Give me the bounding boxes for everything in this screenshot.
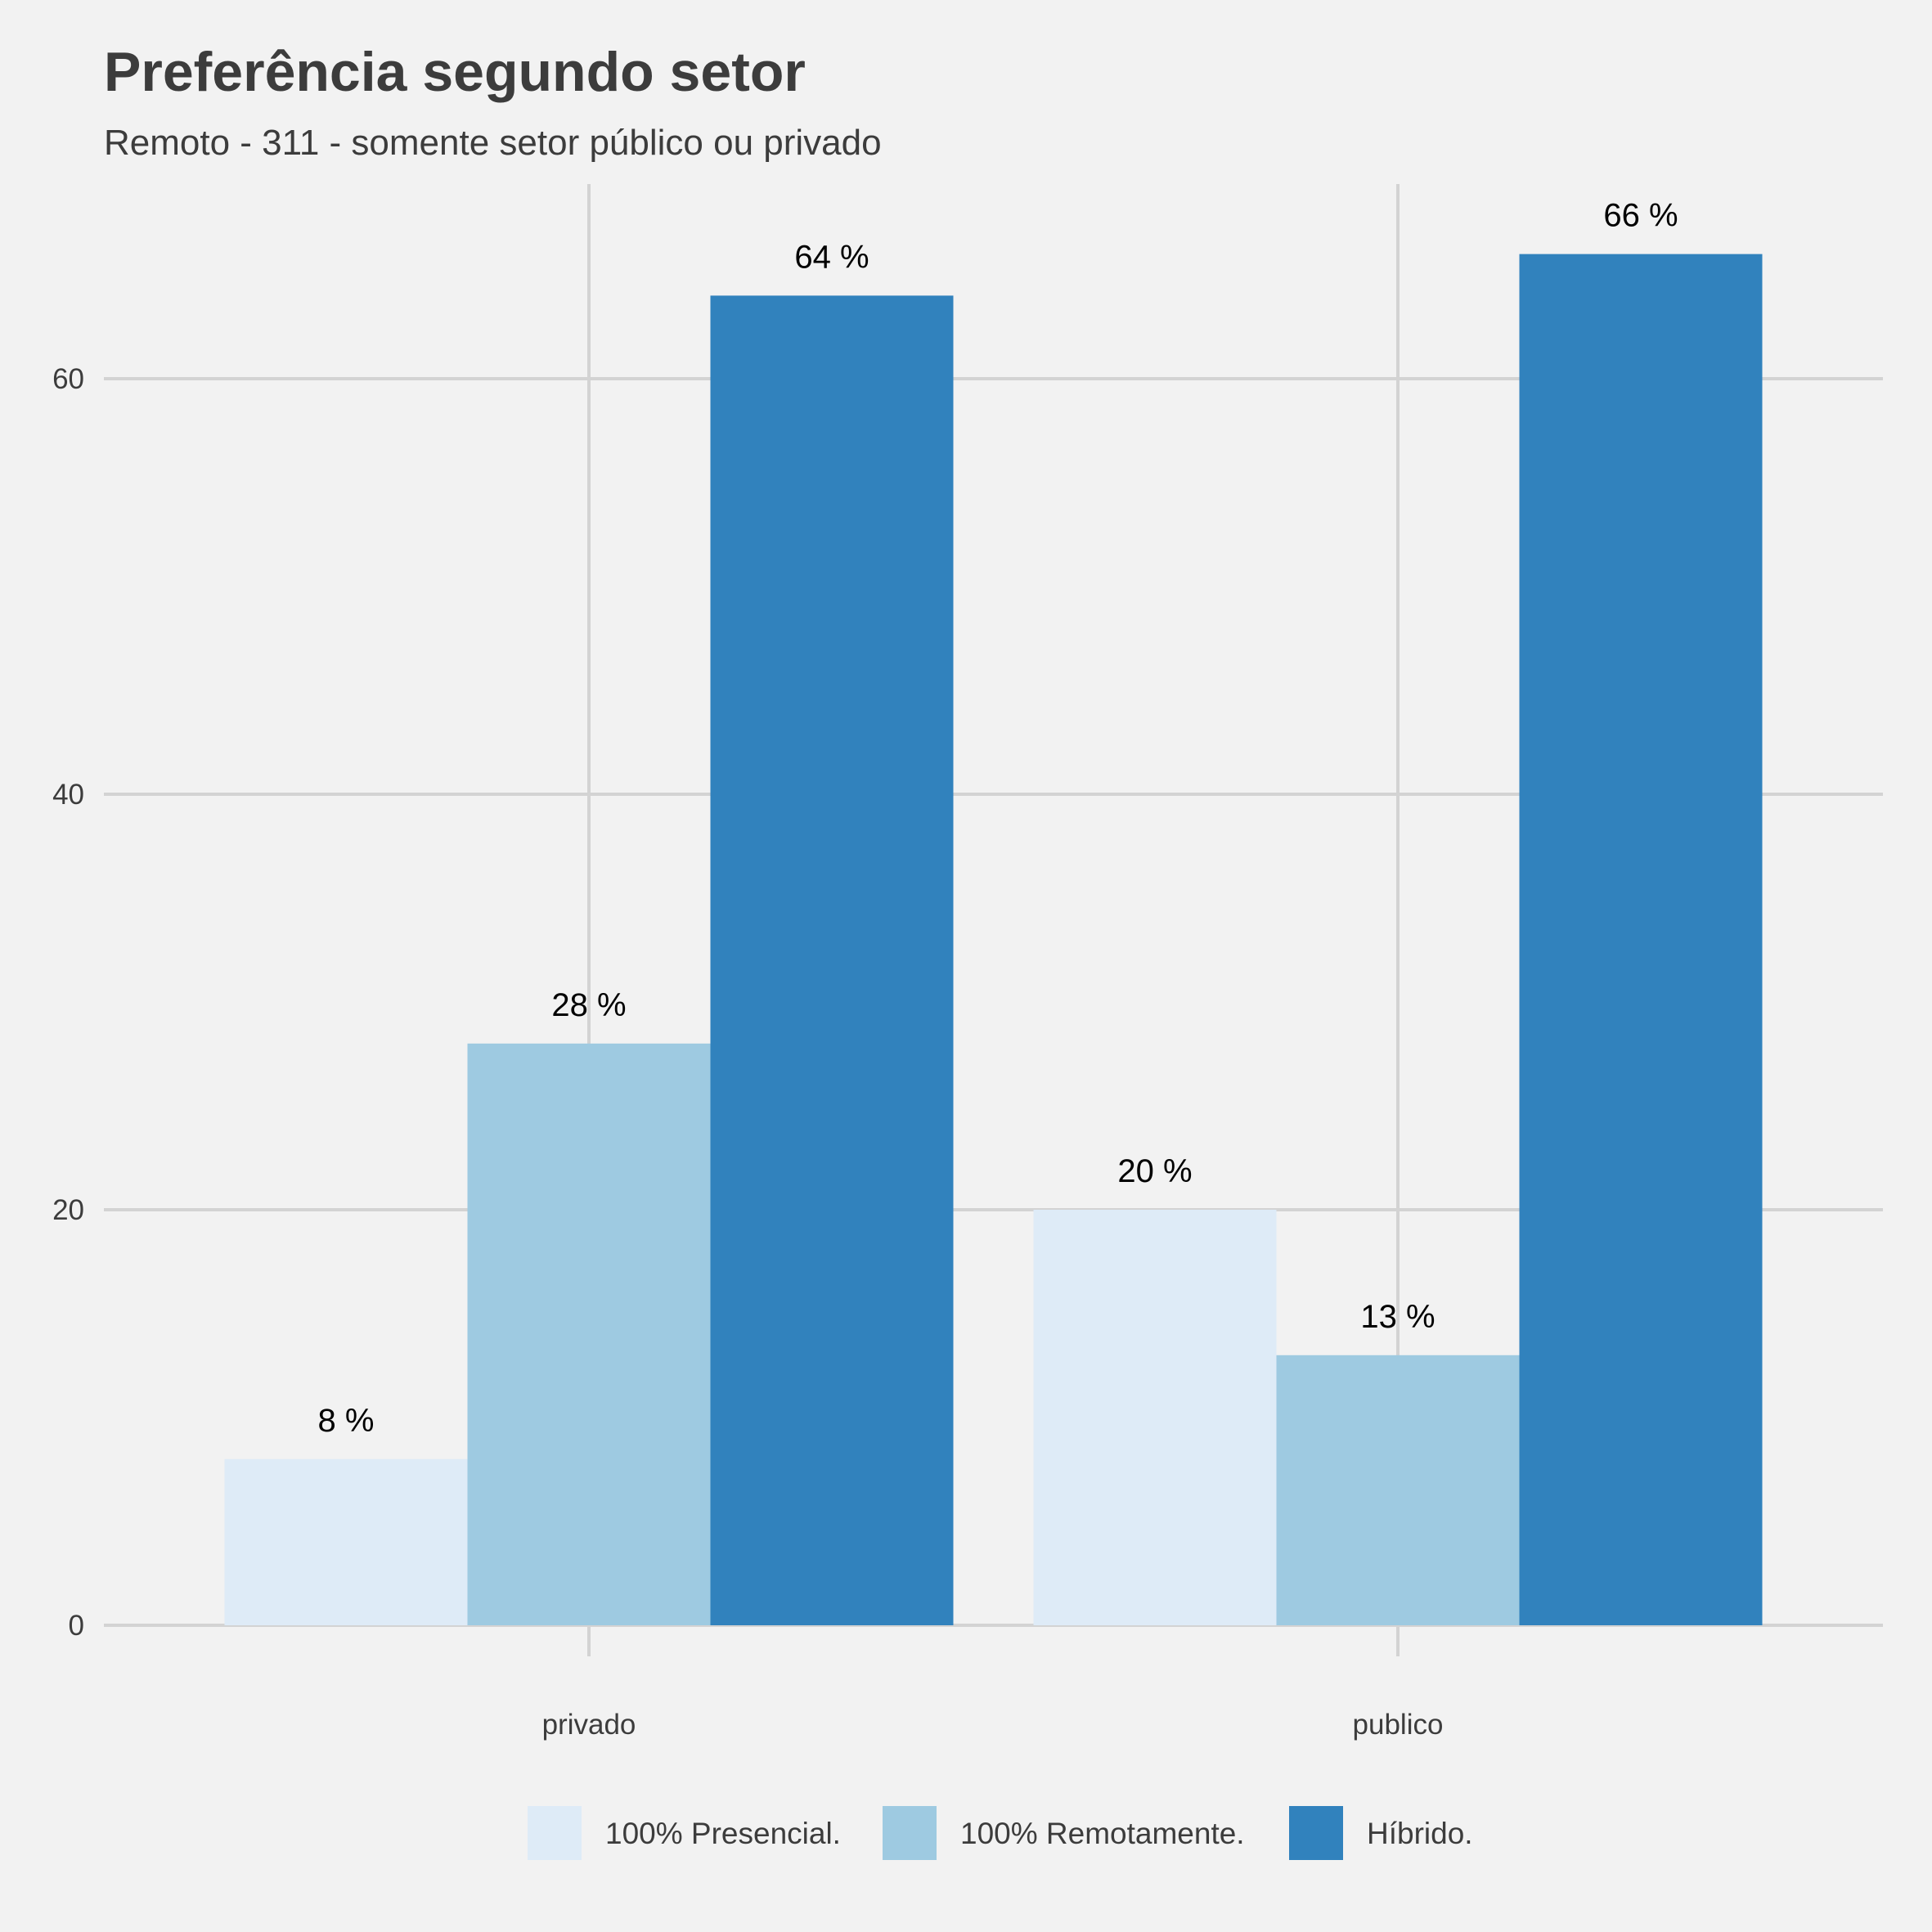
legend-swatch: [528, 1806, 582, 1860]
legend-swatch: [1289, 1806, 1343, 1860]
chart-title: Preferência segundo setor: [104, 41, 806, 103]
data-label: 20 %: [1117, 1153, 1192, 1189]
x-tick-label: publico: [1353, 1709, 1444, 1741]
axis-labels: 0 20 40 60 privado publico: [52, 363, 1443, 1741]
legend-label: Híbrido.: [1367, 1817, 1473, 1850]
legend-swatch: [883, 1806, 937, 1860]
data-label: 64 %: [794, 239, 869, 275]
y-tick-label: 60: [52, 363, 84, 395]
legend: 100% Presencial. 100% Remotamente. Híbrido…: [528, 1806, 1473, 1860]
bar: [1276, 1355, 1520, 1625]
y-tick-label: 40: [52, 779, 84, 811]
data-label: 66 %: [1603, 198, 1678, 234]
bar: [710, 295, 954, 1625]
bar: [224, 1458, 468, 1625]
y-tick-label: 20: [52, 1194, 84, 1226]
bars: [224, 254, 1763, 1626]
data-labels: 8 % 28 % 64 % 20 % 13 % 66 %: [318, 198, 1678, 1439]
x-tick-label: privado: [542, 1709, 636, 1741]
data-label: 13 %: [1360, 1299, 1435, 1335]
chart-subtitle: Remoto - 311 - somente setor público ou …: [104, 123, 882, 163]
bar: [1033, 1210, 1277, 1625]
legend-label: 100% Remotamente.: [960, 1817, 1245, 1850]
bar: [467, 1043, 711, 1625]
data-label: 28 %: [551, 987, 626, 1023]
data-label: 8 %: [318, 1403, 375, 1439]
y-tick-label: 0: [69, 1610, 84, 1642]
bar: [1519, 254, 1763, 1626]
legend-label: 100% Presencial.: [605, 1817, 841, 1850]
